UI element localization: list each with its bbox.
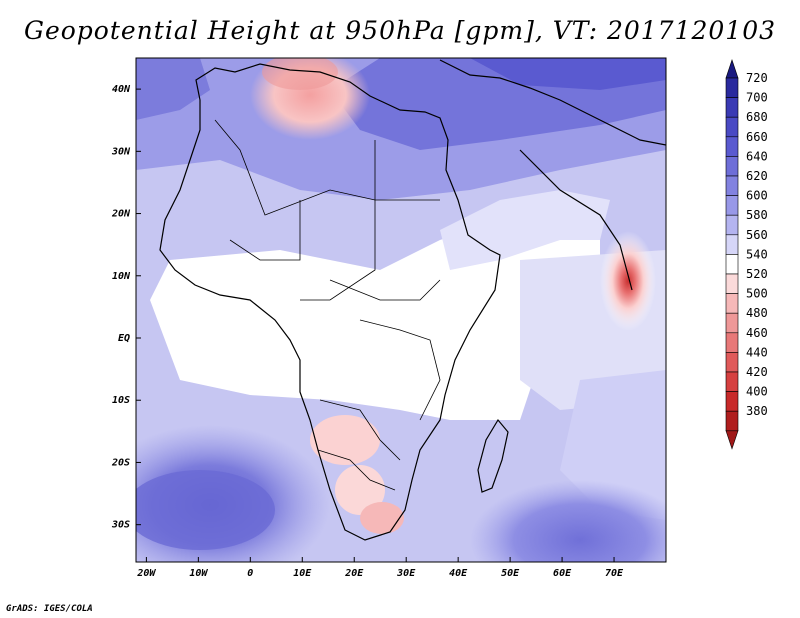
colorbar-swatch xyxy=(725,352,739,373)
lon-tick-label: 70E xyxy=(605,568,624,579)
colorbar-label: 700 xyxy=(746,91,768,105)
colorbar-label: 580 xyxy=(746,208,768,222)
colorbar-label: 460 xyxy=(746,326,768,340)
colorbar-top-arrow xyxy=(725,59,739,79)
colorbar-bottom-arrow xyxy=(725,430,739,450)
lat-tick-label: 20N xyxy=(111,209,131,220)
lon-tick-label: 30E xyxy=(396,568,416,579)
lon-tick-label: 0 xyxy=(247,568,253,579)
height-field xyxy=(136,58,666,562)
colorbar-swatch xyxy=(725,97,739,118)
lon-tick-label: 50E xyxy=(501,568,520,579)
lat-tick-label: 20S xyxy=(111,457,130,468)
lat-tick-label: 40N xyxy=(112,84,131,95)
lat-tick-label: 10N xyxy=(112,271,131,282)
colorbar-swatch xyxy=(725,273,739,294)
lat-tick-label: EQ xyxy=(118,333,130,344)
colorbar-swatch xyxy=(725,410,739,432)
colorbar-swatch xyxy=(725,116,739,138)
lat-tick-label: 30N xyxy=(111,146,131,157)
colorbar-label: 380 xyxy=(746,404,768,418)
country-borders xyxy=(214,119,441,491)
lon-tick-label: 20E xyxy=(344,568,364,579)
colorbar-swatch xyxy=(725,391,739,412)
colorbar-label: 720 xyxy=(746,71,768,85)
madagascar-outline xyxy=(477,418,509,493)
lat-tick-label: 30S xyxy=(111,520,130,531)
grads-credit: GrADS: IGES/COLA xyxy=(6,604,93,614)
colorbar-swatch xyxy=(725,312,739,334)
colorbar-swatch xyxy=(725,156,739,177)
colorbar-label: 600 xyxy=(746,189,768,203)
colorbar-swatch xyxy=(725,77,739,98)
colorbar-swatch xyxy=(725,136,739,157)
colorbar-label: 640 xyxy=(746,149,768,163)
plot-frame xyxy=(135,57,667,563)
map-title: Geopotential Height at 950hPa [gpm], VT:… xyxy=(23,16,777,45)
lon-axis: 20W 10W 0 10E 20E 30E 40E 50E 60E 70E xyxy=(136,557,624,579)
colorbar-label: 620 xyxy=(746,169,768,183)
lon-tick-label: 10E xyxy=(293,568,312,579)
colorbar-label: 400 xyxy=(746,385,768,399)
lat-tick-label: 10S xyxy=(112,395,130,406)
colorbar-swatch xyxy=(725,254,739,275)
colorbar-label: 420 xyxy=(746,365,768,379)
colorbar-label: 540 xyxy=(746,247,768,261)
colorbar-swatch xyxy=(725,293,739,314)
colorbar-label: 520 xyxy=(746,267,768,281)
lon-tick-label: 40E xyxy=(449,568,468,579)
lat-axis: 40N 30N 20N 10N EQ 10S 20S 30S xyxy=(111,84,141,531)
colorbar-swatch xyxy=(725,214,739,236)
colorbar-label: 680 xyxy=(746,110,768,124)
colorbar-label: 440 xyxy=(746,345,768,359)
colorbar-swatch xyxy=(725,371,739,392)
colorbar: 720 700 680 660 640 620 600 580 560 540 520 500 480 4… xyxy=(725,59,768,450)
lon-tick-label: 10W xyxy=(189,568,208,579)
colorbar-swatch xyxy=(725,195,739,216)
lon-tick-label: 60E xyxy=(553,568,572,579)
colorbar-label: 480 xyxy=(746,306,768,320)
colorbar-label: 660 xyxy=(746,130,768,144)
lon-tick-label: 20W xyxy=(136,568,156,579)
colorbar-label: 560 xyxy=(746,228,768,242)
colorbar-swatch xyxy=(725,175,739,196)
colorbar-label: 500 xyxy=(746,287,768,301)
colorbar-swatch xyxy=(725,332,739,353)
colorbar-swatch xyxy=(725,234,739,255)
coastlines xyxy=(159,59,666,541)
